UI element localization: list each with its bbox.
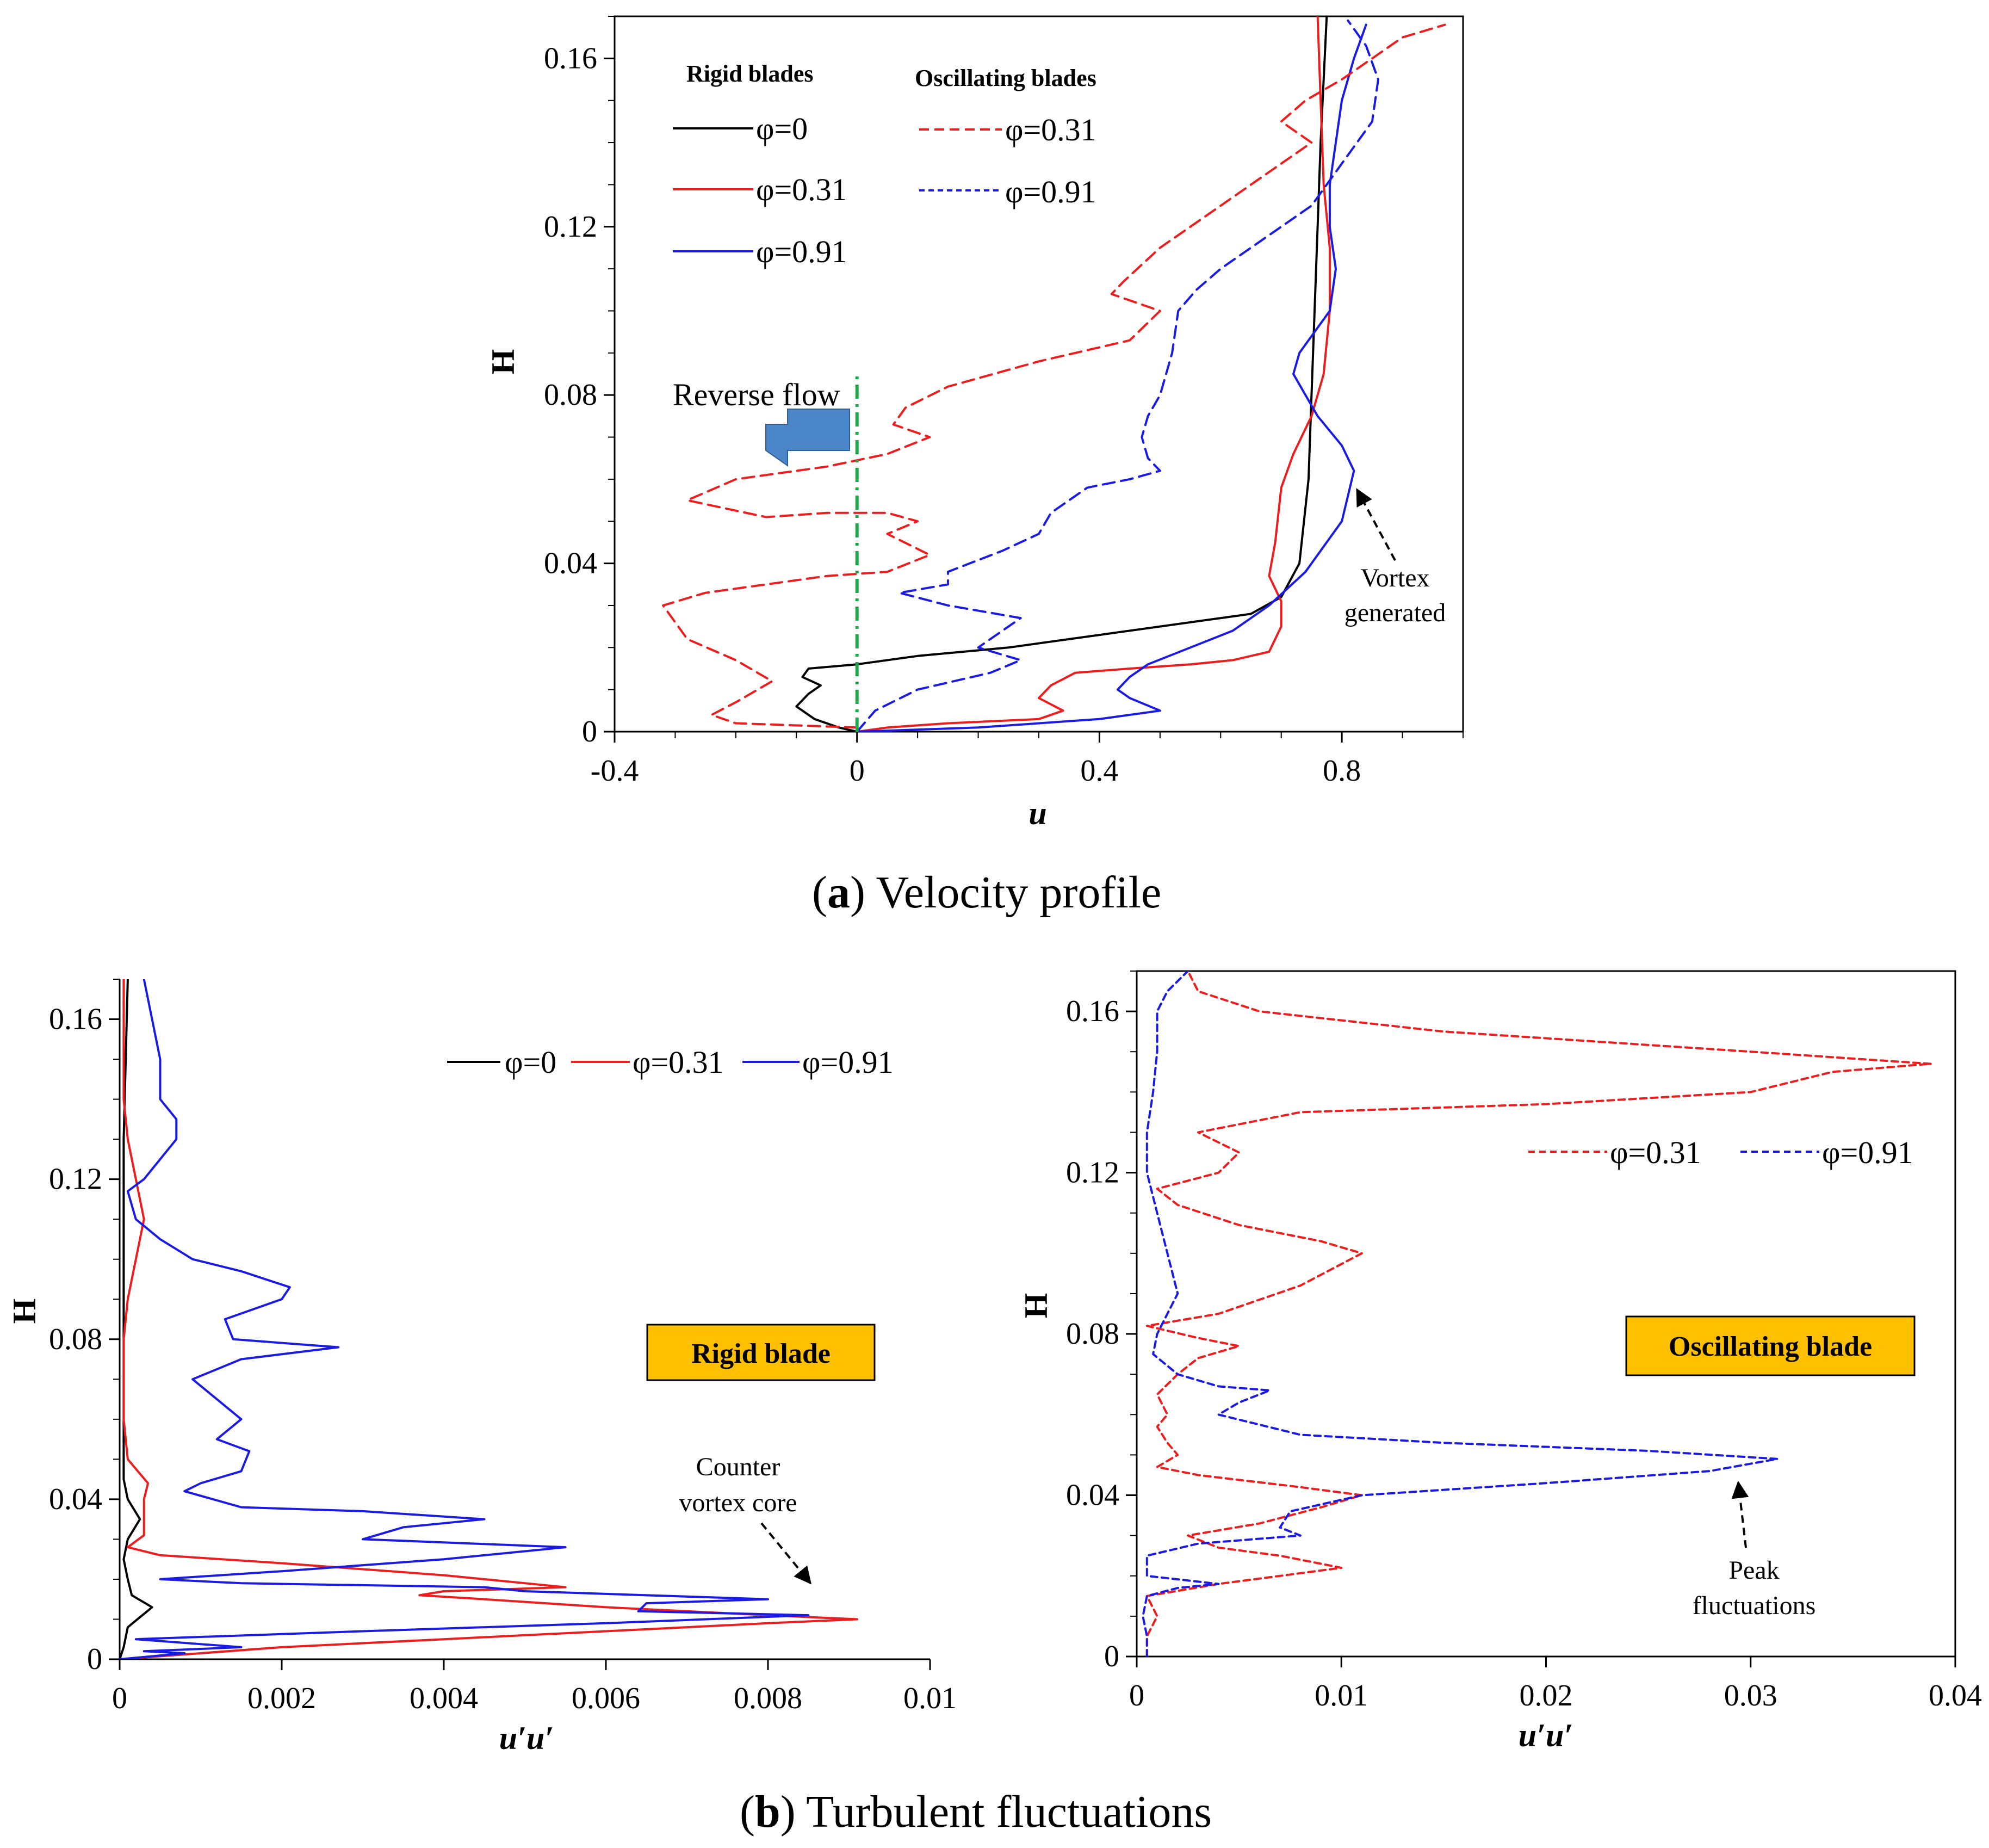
panel-a-ylabel: H: [485, 349, 521, 375]
annotation-reverse-flow: Reverse flow: [673, 377, 840, 412]
b2-ytick-label-0: 0: [1104, 1640, 1119, 1673]
panel-a-legend: Rigid blades Oscillating blades φ=0 φ=0.…: [673, 60, 1096, 269]
a-ytick-label-2: 0.08: [544, 378, 597, 412]
panel-b1-ylabel: H: [7, 1299, 42, 1324]
b1-ytick-label-3: 0.12: [49, 1163, 102, 1196]
b2-xtick-label-2: 0.02: [1520, 1679, 1573, 1713]
vortex-arrow-icon: [1356, 488, 1396, 561]
a-ytick-label-1: 0.04: [544, 547, 597, 580]
legend-label-rigid-phi0: φ=0: [756, 111, 808, 146]
b1-ytick-label-0: 0: [87, 1642, 102, 1676]
b2-legend-label-phi031: φ=0.31: [1610, 1135, 1701, 1170]
caption-a-letter: a: [827, 867, 850, 918]
panel-b2-legend: φ=0.31 φ=0.91: [1528, 1135, 1913, 1170]
legend-heading-oscillating: Oscillating blades: [915, 65, 1096, 91]
annotation-vortex-core: vortex core: [679, 1488, 797, 1517]
a-series-3-line: [662, 23, 1446, 729]
panel-b1-xlabel: u′u′: [499, 1720, 554, 1756]
b2-xtick-label-4: 0.04: [1929, 1679, 1982, 1713]
rigid-blade-label: Rigid blade: [691, 1338, 831, 1369]
b1-series-0-line: [120, 979, 153, 1659]
panel-b2-series: [1142, 971, 1932, 1657]
legend-label-osc-phi031: φ=0.31: [1005, 112, 1096, 147]
caption-b-letter: b: [754, 1787, 780, 1837]
caption-b: (b) Turbulent fluctuations: [740, 1787, 1212, 1837]
panel-b2-xlabel: u′u′: [1519, 1717, 1573, 1753]
b2-series-1-line: [1142, 971, 1779, 1657]
annotation-fluctuations: fluctuations: [1693, 1591, 1816, 1620]
annotation-vortex: Vortex: [1360, 564, 1429, 592]
b1-series-1-line: [120, 979, 858, 1659]
b1-xtick-label-5: 0.01: [903, 1682, 957, 1715]
annotation-peak: Peak: [1728, 1556, 1779, 1585]
b1-series-2-line: [120, 979, 810, 1659]
b1-ytick-label-1: 0.04: [49, 1482, 102, 1516]
panel-a-velocity-profile: -0.4 0 0.4 0.8 0 0.04 0.08 0.12 0.16 u H Rigid b…: [485, 15, 1464, 831]
panel-b1-ticks: 0 0.002 0.004 0.006 0.008 0.01 0 0.04 0.08 0.12 0.…: [49, 979, 957, 1715]
b1-legend-label-phi091: φ=0.91: [802, 1044, 894, 1080]
peak-fluctuation-arrow-icon: [1731, 1480, 1749, 1548]
b2-xtick-label-0: 0: [1129, 1679, 1144, 1713]
panel-a-xlabel: u: [1028, 795, 1046, 831]
b2-xtick-label-3: 0.03: [1724, 1679, 1777, 1713]
a-series-2-line: [856, 23, 1367, 732]
b1-xtick-label-4: 0.008: [734, 1682, 802, 1715]
panel-b2-frame: [1136, 970, 1956, 1658]
b2-ytick-label-2: 0.08: [1066, 1317, 1119, 1351]
b1-xtick-label-0: 0: [112, 1682, 127, 1715]
caption-a-text: Velocity profile: [865, 867, 1162, 918]
panel-b2-ylabel: H: [1018, 1293, 1054, 1319]
a-series-0-line: [795, 16, 1328, 732]
b2-series-0-line: [1145, 971, 1932, 1657]
counter-vortex-arrow-icon: [760, 1522, 812, 1585]
b2-legend-label-phi091: φ=0.91: [1822, 1135, 1913, 1170]
b2-ytick-label-4: 0.16: [1066, 994, 1119, 1028]
a-xtick-label-3: 0.8: [1323, 754, 1361, 788]
panel-a-ticks: -0.4 0 0.4 0.8 0 0.04 0.08 0.12 0.16: [544, 16, 1464, 788]
oscillating-blade-label: Oscillating blade: [1669, 1331, 1872, 1362]
a-ytick-label-0: 0: [582, 715, 597, 749]
b2-ytick-label-1: 0.04: [1066, 1479, 1119, 1512]
legend-label-osc-phi091: φ=0.91: [1005, 174, 1096, 209]
a-xtick-label-1: 0: [850, 754, 865, 788]
oscillating-blade-box: [1625, 1315, 1916, 1376]
b1-xtick-label-1: 0.002: [247, 1682, 316, 1715]
legend-label-rigid-phi031: φ=0.31: [756, 172, 847, 207]
legend-heading-rigid: Rigid blades: [686, 60, 814, 87]
panel-b1-series: [120, 979, 858, 1659]
panel-b-rigid-blade: 0 0.002 0.004 0.006 0.008 0.01 0 0.04 0.08 0.12 0.…: [7, 979, 957, 1756]
b1-xtick-label-2: 0.004: [410, 1682, 478, 1715]
b1-ytick-label-4: 0.16: [49, 1003, 102, 1036]
caption-b-text: Turbulent fluctuations: [795, 1787, 1212, 1837]
b1-legend-label-phi0: φ=0: [505, 1044, 556, 1080]
a-xtick-label-2: 0.4: [1080, 754, 1118, 788]
b1-xtick-label-3: 0.006: [572, 1682, 640, 1715]
a-ytick-label-3: 0.12: [544, 210, 597, 244]
annotation-generated: generated: [1344, 598, 1446, 627]
legend-label-rigid-phi091: φ=0.91: [756, 234, 847, 269]
rigid-blade-box: [646, 1324, 876, 1381]
a-xtick-label-0: -0.4: [591, 754, 639, 788]
panel-b1-legend: φ=0 φ=0.31 φ=0.91: [447, 1044, 894, 1080]
reverse-flow-arrow-icon: [765, 409, 850, 467]
b1-legend-label-phi031: φ=0.31: [633, 1044, 724, 1080]
annotation-counter: Counter: [696, 1453, 780, 1481]
caption-a: (a) Velocity profile: [812, 867, 1162, 918]
panel-b2-ticks: 0 0.01 0.02 0.03 0.04 0 0.04 0.08 0.12 0.16: [1066, 971, 1982, 1713]
b2-ytick-label-3: 0.12: [1066, 1156, 1119, 1190]
b2-xtick-label-1: 0.01: [1315, 1679, 1368, 1713]
a-series-4-line: [856, 19, 1379, 732]
b1-ytick-label-2: 0.08: [49, 1322, 102, 1356]
a-ytick-label-4: 0.16: [544, 41, 597, 75]
panel-a-series: [662, 16, 1446, 732]
